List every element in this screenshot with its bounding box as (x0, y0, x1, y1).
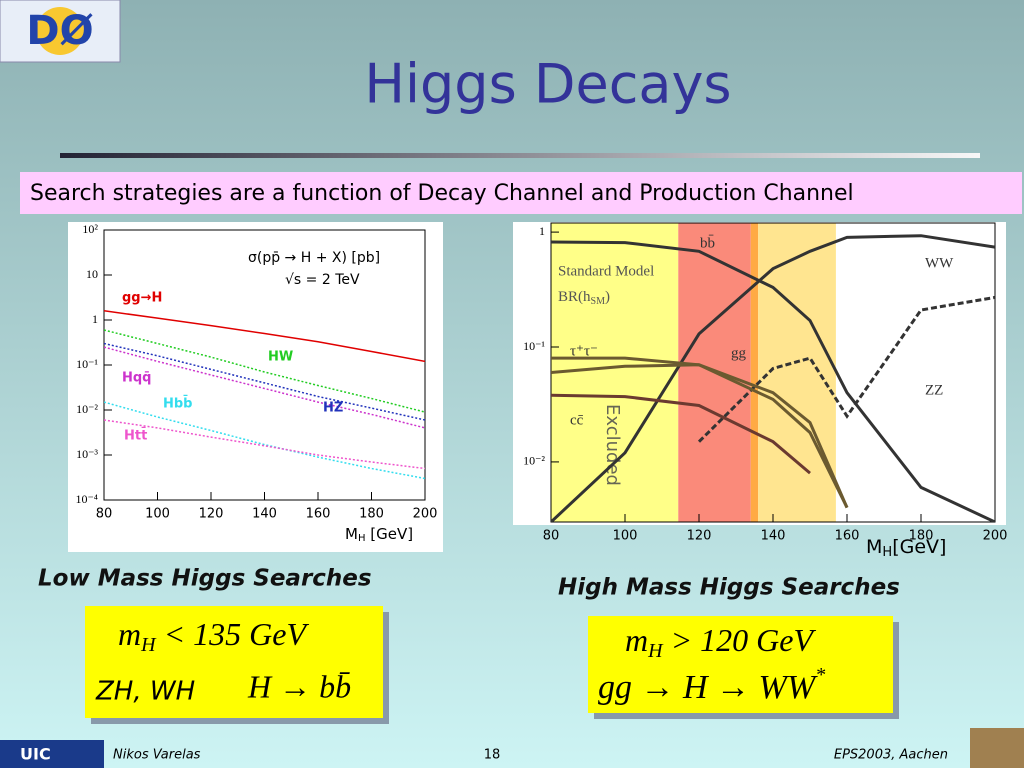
logo-text: DØ (26, 8, 93, 54)
formula-box (588, 616, 893, 713)
page-number: 18 (484, 748, 501, 763)
right-heading: High Mass Higgs Searches (558, 575, 900, 601)
series-label: Htt̄ (124, 427, 147, 443)
x-tick-label: 80 (96, 507, 113, 522)
title-rule (60, 153, 980, 158)
y-tick-label: 1 (539, 224, 545, 238)
logo-text: UIC (20, 745, 51, 764)
uic-logo: UIC (0, 740, 104, 768)
left-heading: Low Mass Higgs Searches (38, 566, 372, 592)
series-line (551, 234, 995, 522)
x-tick-label: 200 (983, 529, 1008, 544)
series-line (551, 393, 811, 475)
y-tick-label: 10² (82, 222, 98, 236)
annotation-part: ) (605, 289, 610, 305)
series-label: HW (268, 350, 293, 365)
y-tick-label: 10⁻⁴ (75, 492, 98, 506)
excluded-band (551, 223, 679, 522)
footer-author: Nikos Varelas (113, 748, 201, 763)
footer-image (970, 728, 1024, 768)
y-tick-label: 10⁻³ (76, 447, 98, 461)
formula: ZH, WH (95, 677, 195, 707)
y-tick-label: 10⁻² (76, 402, 98, 416)
x-axis-label-part: H (358, 533, 366, 544)
annotation: σ(pp̄ → H + X) [pb] (248, 250, 380, 266)
y-tick-label: 10 (86, 267, 98, 281)
do-logo: DØ (0, 0, 121, 63)
slide-title: Higgs Decays (364, 53, 731, 116)
x-axis-label: MH[GeV] (866, 536, 946, 560)
x-tick-label: 160 (306, 507, 331, 522)
x-axis-label: MH [GeV] (345, 525, 413, 545)
series-label: HZ (323, 401, 343, 416)
excluded-band (758, 223, 836, 522)
x-tick-label: 140 (252, 507, 277, 522)
series-label: τ⁺τ⁻ (570, 343, 598, 359)
formula: gg → H → WW* (598, 664, 825, 706)
chart-left: 10⁻⁴ 10⁻³ 10⁻² 10⁻¹ 1 10 10² 80 100 120 140 160 180 2… (75, 222, 437, 544)
annotation: √s = 2 TeV (285, 272, 360, 288)
x-tick-label: 120 (199, 507, 224, 522)
annotation: Standard Model (558, 263, 654, 279)
footer-event: EPS2003, Aachen (834, 748, 948, 763)
series-line (104, 329, 425, 413)
series-line (104, 346, 425, 429)
annotation-part: BR(h (558, 289, 591, 305)
series-label: gg (731, 345, 747, 361)
x-tick-label: 180 (909, 529, 934, 544)
formula-box (85, 606, 383, 718)
x-tick-label: 180 (359, 507, 384, 522)
x-axis-label-part: M (345, 525, 358, 543)
series-label: Hqq̄ (122, 371, 152, 386)
series-label: bb̄ (700, 235, 715, 251)
series-line (551, 240, 995, 522)
x-tick-label: 100 (613, 529, 638, 544)
series-label: cc̄ (570, 412, 584, 428)
y-tick-label: 10⁻¹ (523, 339, 545, 353)
x-tick-label: 200 (413, 507, 438, 522)
series-line (697, 295, 995, 443)
x-axis-label-part: [GeV] (365, 525, 413, 543)
y-tick-label: 10⁻¹ (76, 357, 98, 371)
series-line (104, 310, 425, 363)
annotation-part: SM (591, 296, 606, 307)
formula: mH > 120 GeV (625, 622, 816, 661)
excluded-label: Excluded (602, 404, 623, 486)
series-line (104, 342, 425, 421)
series-label: Hbb̄ (163, 395, 193, 411)
series-label: WW (925, 255, 954, 271)
series-line (551, 356, 849, 509)
banner-box (20, 172, 1022, 214)
y-tick-label: 1 (92, 312, 98, 326)
formula: mH < 135 GeV (118, 616, 309, 655)
excluded-band (750, 223, 759, 522)
x-tick-label: 100 (145, 507, 170, 522)
x-tick-label: 80 (543, 529, 560, 544)
y-tick-label: 10⁻² (523, 454, 545, 468)
banner: Search strategies are a function of Deca… (30, 181, 854, 206)
x-tick-label: 120 (687, 529, 712, 544)
annotation: BR(hSM) (558, 289, 610, 307)
x-tick-label: 140 (761, 529, 786, 544)
x-tick-label: 160 (835, 529, 860, 544)
formula: H → bb̄ (247, 668, 351, 704)
series-line (551, 363, 849, 509)
series-label: ZZ (925, 382, 943, 398)
series-label: gg→H (122, 291, 162, 306)
